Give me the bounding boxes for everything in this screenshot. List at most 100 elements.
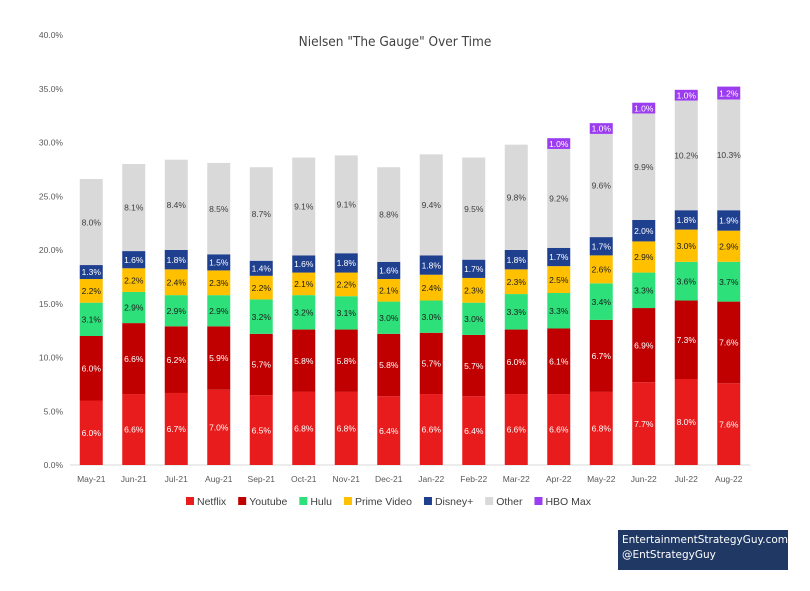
data-label: 6.7% [592,351,612,361]
data-label: 1.8% [422,260,442,270]
data-label: 2.9% [167,306,187,316]
bar-segment-hulu [122,291,146,324]
data-label: 1.8% [507,255,527,265]
data-label: 5.8% [294,356,314,366]
bar-segment-netflix [717,383,741,465]
legend: Netflix Youtube Hulu Prime Video Disney+ Othe… [186,496,592,508]
data-label: 9.9% [634,162,654,172]
bar-segment-disney- [334,253,358,273]
data-label: 1.5% [209,258,229,268]
bar-segment-other [504,144,528,250]
legend-swatch [423,497,432,505]
bar-segment-other [674,100,698,211]
data-label: 3.3% [549,306,569,316]
bar-segment-disney- [547,247,571,267]
y-tick-label: 20.0% [39,245,64,255]
data-label: 6.7% [167,424,187,434]
bar-segment-hbo-max [674,89,698,101]
data-label: 1.2% [719,88,739,98]
y-tick-label: 5.0% [44,406,64,416]
x-tick-label: Jul-22 [675,474,698,484]
data-label: 7.3% [677,335,697,345]
bar-segment-prime-video [674,229,698,262]
data-label: 6.0% [82,428,102,438]
data-label: 5.7% [422,359,442,369]
bar-segment-disney- [122,251,146,269]
data-label: 7.0% [209,423,229,433]
data-label: 3.2% [252,312,272,322]
bar-segment-hulu [419,300,443,333]
data-label: 1.0% [549,139,569,149]
data-label: 2.3% [507,277,527,287]
bar-segment-youtube [249,333,273,396]
data-label: 10.2% [674,151,699,161]
bar-segment-hulu [249,299,273,334]
bar-segment-disney- [249,260,273,276]
bar-segment-other [334,155,358,254]
bar-segment-other [377,167,401,262]
data-label: 3.4% [592,297,612,307]
bar-segment-other [632,113,656,220]
x-tick-label: May-21 [77,474,106,484]
data-label: 6.4% [464,426,484,436]
bar-segment-disney- [589,237,613,256]
data-label: 7.6% [719,419,739,429]
data-label: 1.6% [379,266,399,276]
bar-segment-hbo-max [717,86,741,100]
bar-segment-hulu [504,294,528,330]
bar-segment-prime-video [207,270,231,296]
bar-segment-youtube [717,301,741,384]
data-label: 2.3% [209,278,229,288]
x-tick-label: Jun-21 [121,474,147,484]
data-label: 2.4% [422,283,442,293]
x-tick-label: Dec-21 [375,474,403,484]
data-label: 6.2% [167,355,187,365]
bar-segment-youtube [674,300,698,379]
bar-segment-other [249,167,273,261]
bar-segment-disney- [377,261,401,280]
data-label: 1.0% [634,103,654,113]
data-label: 5.9% [209,353,229,363]
bar-segment-hulu [674,261,698,301]
x-tick-label: May-22 [587,474,616,484]
data-label: 1.7% [592,241,612,251]
y-tick-label: 30.0% [39,138,64,148]
data-label: 2.1% [294,279,314,289]
data-label: 5.8% [379,360,399,370]
bar-segment-other [589,133,613,238]
bar-segment-prime-video [79,279,103,303]
legend-swatch [485,497,494,505]
bar-segment-prime-video [589,255,613,284]
bar-segment-other [292,157,316,256]
bar-segment-prime-video [377,279,401,302]
bar-segment-hulu [377,301,401,334]
legend-label: Other [496,496,523,508]
bar-segment-hulu [589,283,613,320]
x-tick-label: Feb-22 [460,474,487,484]
data-label: 2.2% [337,280,357,290]
legend-swatch [299,497,308,505]
data-label: 1.3% [82,267,102,277]
data-label: 6.6% [124,425,144,435]
data-label: 1.0% [677,90,697,100]
y-tick-label: 25.0% [39,191,64,201]
bar-segment-hulu [292,295,316,330]
bar-segment-prime-video [122,268,146,292]
data-label: 1.7% [464,264,484,274]
credit-box: EntertainmentStrategyGuy.com @EntStrateg… [618,530,788,570]
data-label: 2.2% [252,283,272,293]
data-label: 3.0% [379,313,399,323]
data-label: 2.5% [549,275,569,285]
y-axis: 0.0% 5.0% 10.0% 15.0% 20.0% 25.0% 30.0% 35.0% 40… [39,30,64,470]
data-label: 9.1% [294,202,314,212]
bar-segment-hulu [632,272,656,309]
x-tick-label: Aug-21 [205,474,233,484]
data-label: 1.6% [124,255,144,265]
legend-swatch [534,497,543,505]
y-tick-label: 35.0% [39,84,64,94]
legend-label: Netflix [197,496,227,508]
data-label: 6.6% [549,425,569,435]
bar-segment-netflix [249,395,273,465]
bar-segment-youtube [122,323,146,395]
